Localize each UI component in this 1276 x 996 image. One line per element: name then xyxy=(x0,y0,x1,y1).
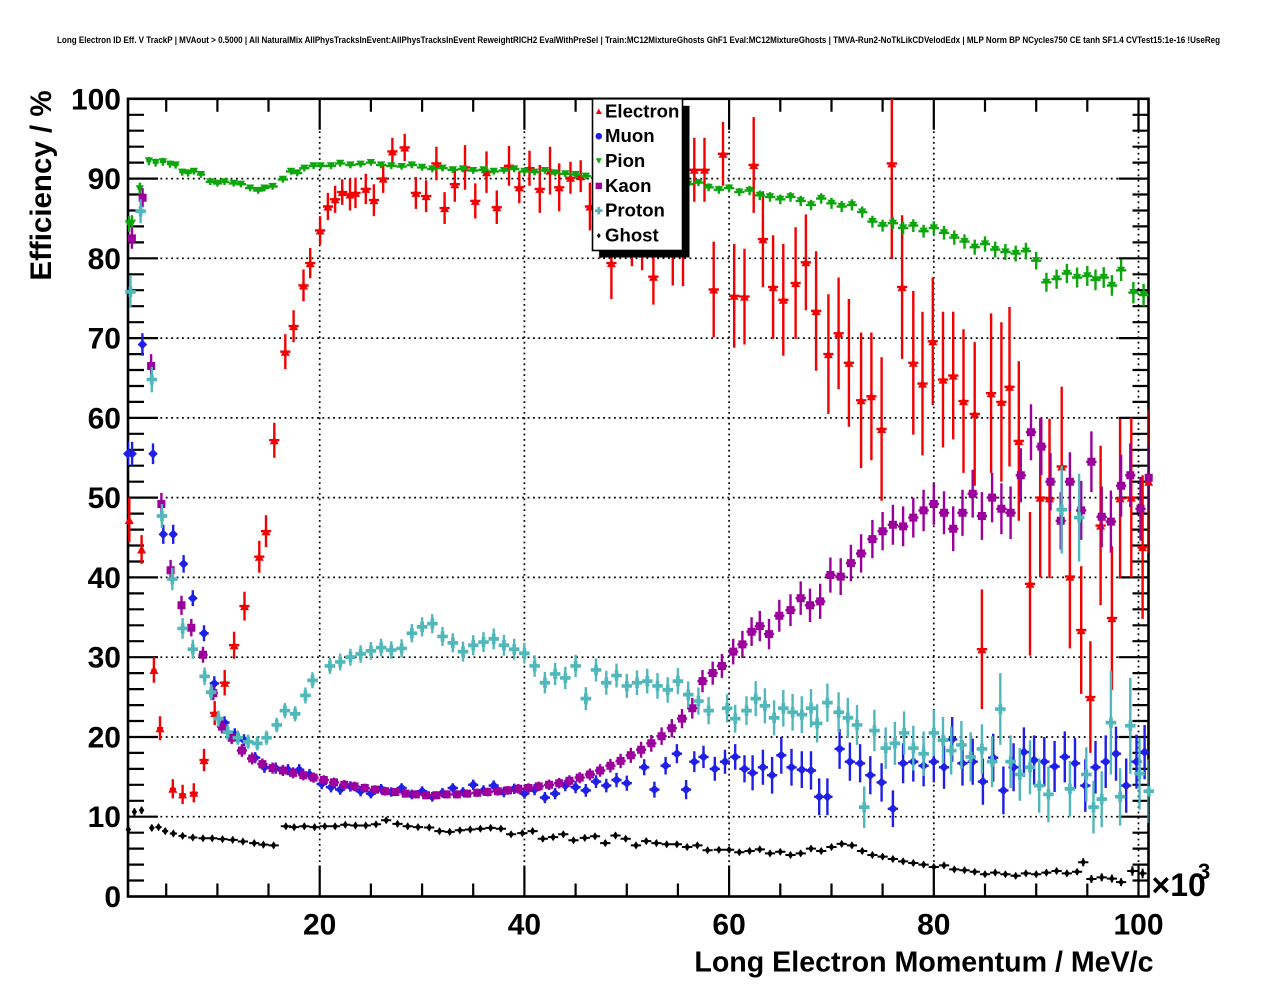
svg-text:80: 80 xyxy=(917,909,950,942)
svg-text:Efficiency / %: Efficiency / % xyxy=(25,90,58,280)
svg-text:Kaon: Kaon xyxy=(605,175,651,196)
svg-text:20: 20 xyxy=(88,722,121,755)
svg-text:10: 10 xyxy=(88,801,121,834)
svg-text:80: 80 xyxy=(88,243,121,276)
svg-text:Ghost: Ghost xyxy=(605,225,659,246)
svg-text:×10: ×10 xyxy=(1152,867,1206,903)
svg-text:Electron: Electron xyxy=(605,100,679,121)
svg-text:40: 40 xyxy=(508,909,541,942)
svg-text:100: 100 xyxy=(1113,909,1163,942)
svg-text:100: 100 xyxy=(71,83,121,116)
svg-text:3: 3 xyxy=(1198,859,1210,884)
svg-text:30: 30 xyxy=(88,642,121,675)
svg-text:Pion: Pion xyxy=(605,150,645,171)
svg-text:70: 70 xyxy=(88,323,121,356)
svg-text:20: 20 xyxy=(303,909,336,942)
svg-text:50: 50 xyxy=(88,482,121,515)
svg-text:Long Electron ID Eff. V TrackP: Long Electron ID Eff. V TrackP | MVAout … xyxy=(57,35,1220,46)
svg-text:0: 0 xyxy=(104,881,121,914)
svg-text:40: 40 xyxy=(88,562,121,595)
svg-text:Proton: Proton xyxy=(605,200,665,221)
svg-text:60: 60 xyxy=(712,909,745,942)
svg-text:90: 90 xyxy=(88,163,121,196)
svg-text:60: 60 xyxy=(88,402,121,435)
svg-text:Long Electron Momentum / MeV/c: Long Electron Momentum / MeV/c xyxy=(694,947,1153,979)
svg-text:Muon: Muon xyxy=(605,125,655,146)
